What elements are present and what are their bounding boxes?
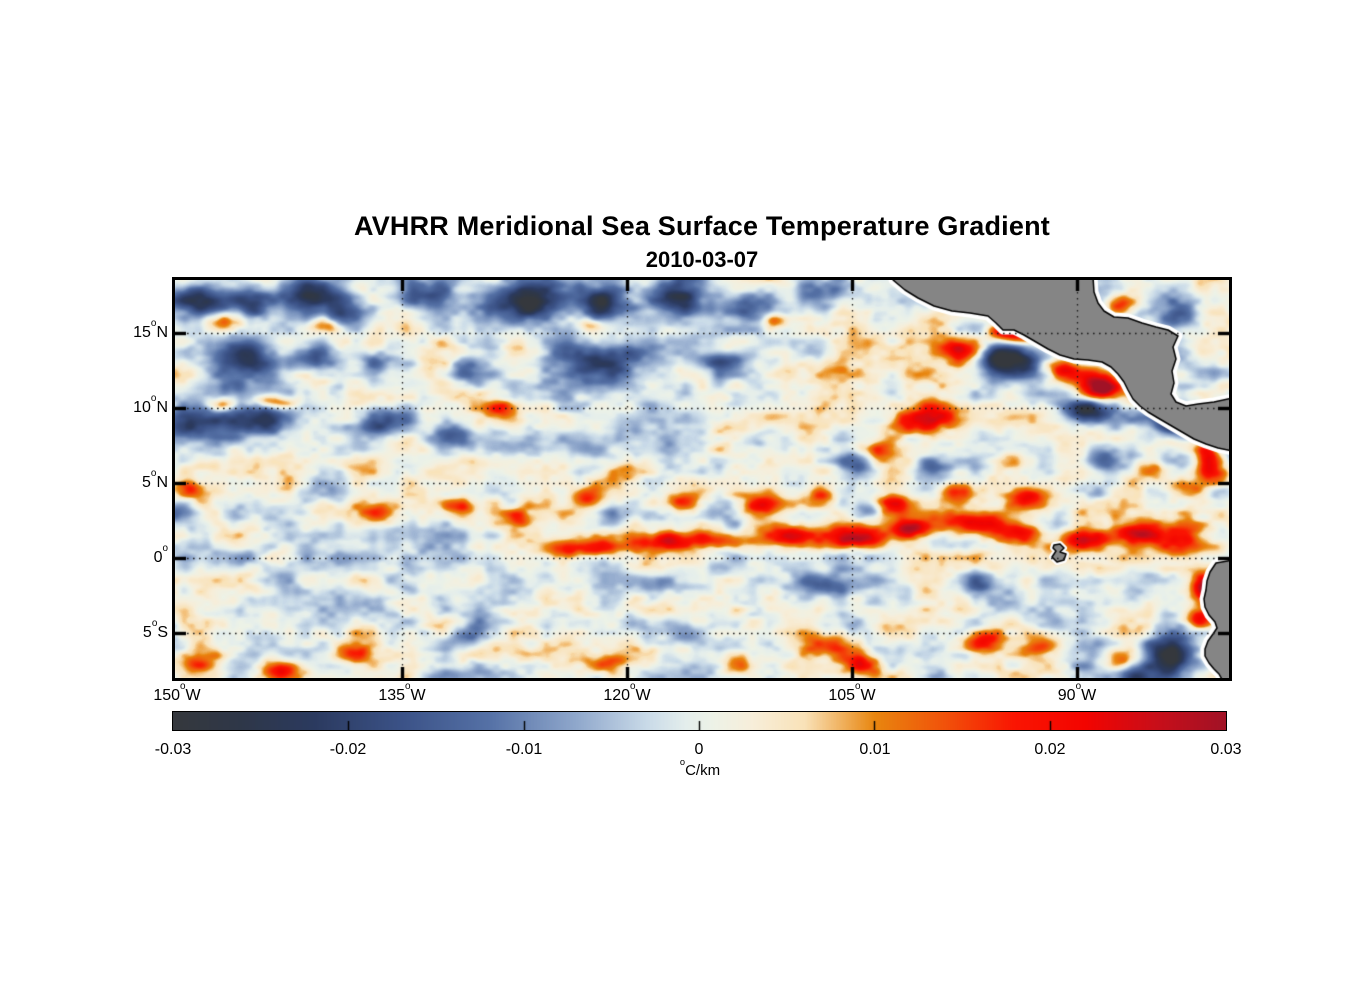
colorbar-tick-label-0: -0.03 [154,741,192,758]
x-tick-label-120w: 120oW [603,681,651,704]
colorbar-tick-label-2: -0.01 [505,741,543,758]
colorbar-tick-label-5: 0.02 [1034,741,1066,758]
figure-subtitle: 2010-03-07 [645,247,759,272]
x-tick-label-90w: 90oW [1057,681,1097,704]
y-tick-label-15n: 15oN [133,318,168,341]
y-tick-label-0: 0o [153,543,168,566]
colorbar-tick-label-6: 0.03 [1210,741,1242,758]
y-tick-label-5s: 5oS [142,618,168,641]
colorbar [172,711,1227,731]
colorbar-tick-label-3: 0 [694,741,704,758]
figure-title: AVHRR Meridional Sea Surface Temperature… [354,211,1050,241]
colorbar-units-label: oC/km [679,756,721,779]
x-tick-label-135w: 135oW [378,681,426,704]
y-tick-label-5n: 5oN [142,468,168,491]
x-tick-label-105w: 105oW [828,681,876,704]
y-tick-label-10n: 10oN [133,393,168,416]
colorbar-tick-label-1: -0.02 [329,741,367,758]
map-plot-area [172,277,1232,681]
map-canvas [175,280,1229,678]
colorbar-tick-label-4: 0.01 [859,741,891,758]
colorbar-canvas [173,712,1226,730]
x-tick-label-150w: 150oW [153,681,201,704]
